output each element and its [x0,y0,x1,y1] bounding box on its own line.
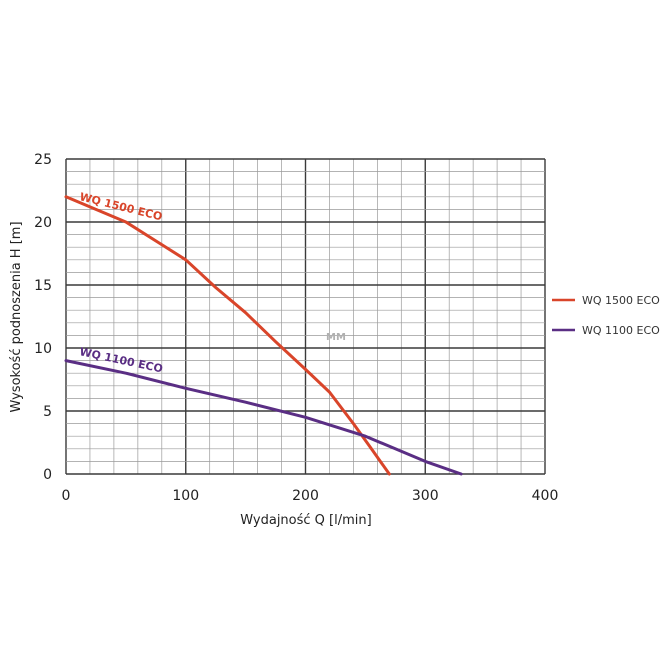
y-tick-label: 5 [43,404,52,420]
x-tick-label: 200 [292,488,319,504]
y-tick-label: 20 [34,215,52,231]
series-line-wq-1500-eco [64,195,391,476]
legend-item-wq-1100: WQ 1100 ECO [552,324,660,337]
legend-label-wq-1100: WQ 1100 ECO [582,324,660,337]
y-tick-label: 0 [43,467,52,483]
x-axis-label: Wydajność Q [l/min] [240,513,371,528]
y-tick-label: 25 [34,152,52,168]
series-lines [64,195,463,476]
legend: WQ 1500 ECO WQ 1100 ECO [552,294,660,337]
x-tick-label: 400 [532,488,559,504]
x-tick-label: 100 [172,488,199,504]
y-tick-label: 10 [34,341,52,357]
legend-item-wq-1500: WQ 1500 ECO [552,294,660,307]
y-axis-label: Wysokość podnoszenia H [m] [9,221,24,412]
axis-ticks: 0 100 200 300 400 0 5 10 15 20 25 [34,152,558,504]
x-tick-label: 300 [412,488,439,504]
legend-label-wq-1500: WQ 1500 ECO [582,294,660,307]
watermark: MM [326,332,346,343]
y-tick-label: 15 [34,278,52,294]
x-tick-label: 0 [62,488,71,504]
series-line-wq-1100-eco [64,359,463,476]
grid [65,158,546,475]
